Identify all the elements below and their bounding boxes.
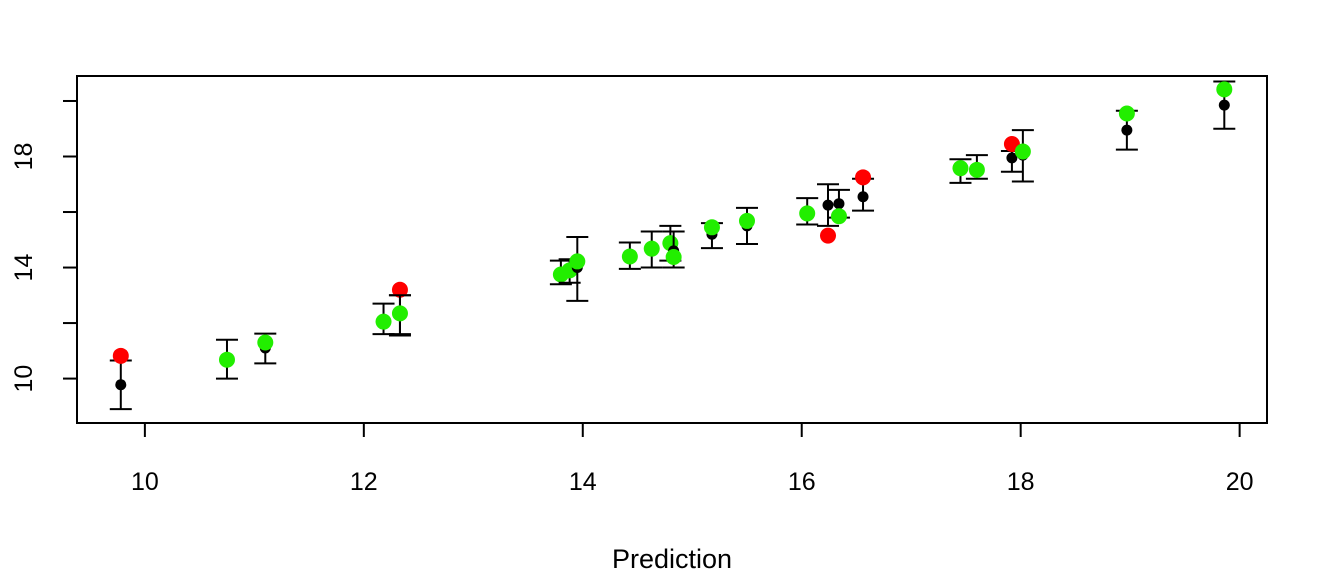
interval-group xyxy=(735,206,758,245)
interval-group xyxy=(215,338,238,380)
interval-group xyxy=(109,347,132,411)
interval-group xyxy=(618,241,641,270)
observed-point xyxy=(1014,143,1031,160)
mean-point xyxy=(822,199,834,211)
x-tick-label: 12 xyxy=(350,468,378,496)
y-tick-label: 14 xyxy=(10,254,38,282)
observed-point xyxy=(703,219,720,236)
interval-group xyxy=(254,332,277,365)
y-tick-label: 18 xyxy=(10,143,38,171)
interval-group xyxy=(388,294,411,336)
mean-point xyxy=(1121,124,1133,136)
x-tick-label: 10 xyxy=(131,468,159,496)
mean-point xyxy=(1218,99,1230,111)
interval-group xyxy=(827,188,850,225)
interval-group xyxy=(640,230,663,269)
data-marks xyxy=(109,80,1236,411)
mean-point xyxy=(833,198,845,210)
observed-point xyxy=(257,334,274,351)
interval-group xyxy=(817,183,840,244)
observed-point xyxy=(820,227,837,244)
interval-group xyxy=(566,236,589,302)
observed-point xyxy=(569,253,586,270)
interval-group xyxy=(965,154,988,180)
interval-group xyxy=(372,302,395,336)
observed-point xyxy=(112,347,129,364)
observed-point xyxy=(1118,105,1135,122)
mean-point xyxy=(115,379,127,391)
observed-point xyxy=(665,248,682,265)
interval-group xyxy=(852,169,875,212)
observed-point xyxy=(391,305,408,322)
interval-group xyxy=(1213,80,1236,130)
x-tick-label: 20 xyxy=(1226,468,1254,496)
observed-point xyxy=(799,205,816,222)
mean-point xyxy=(857,191,869,203)
observed-point xyxy=(855,169,872,186)
observed-point xyxy=(1216,81,1233,98)
observed-point xyxy=(391,281,408,298)
interval-group xyxy=(662,230,685,269)
observed-point xyxy=(968,161,985,178)
interval-group xyxy=(700,219,723,250)
observed-point xyxy=(830,208,847,225)
y-tick-label: 10 xyxy=(10,365,38,393)
y-axis: 10 14 18 xyxy=(10,99,78,393)
observed-point xyxy=(643,240,660,257)
interval-group xyxy=(1115,105,1138,151)
plot-frame xyxy=(76,75,1268,424)
x-tick-label: 18 xyxy=(1007,468,1035,496)
observed-point xyxy=(621,248,638,265)
observed-point xyxy=(738,212,755,229)
mean-point xyxy=(1006,152,1018,164)
x-axis: 10 12 14 16 18 20 xyxy=(131,422,1254,496)
observed-point xyxy=(218,351,235,368)
interval-group xyxy=(949,158,972,184)
interval-group xyxy=(796,197,819,226)
x-tick-label: 16 xyxy=(788,468,816,496)
x-axis-title: Prediction xyxy=(612,544,732,574)
x-tick-label: 14 xyxy=(569,468,597,496)
observed-point xyxy=(375,313,392,330)
interval-group xyxy=(1011,129,1034,183)
observed-point xyxy=(952,160,969,177)
